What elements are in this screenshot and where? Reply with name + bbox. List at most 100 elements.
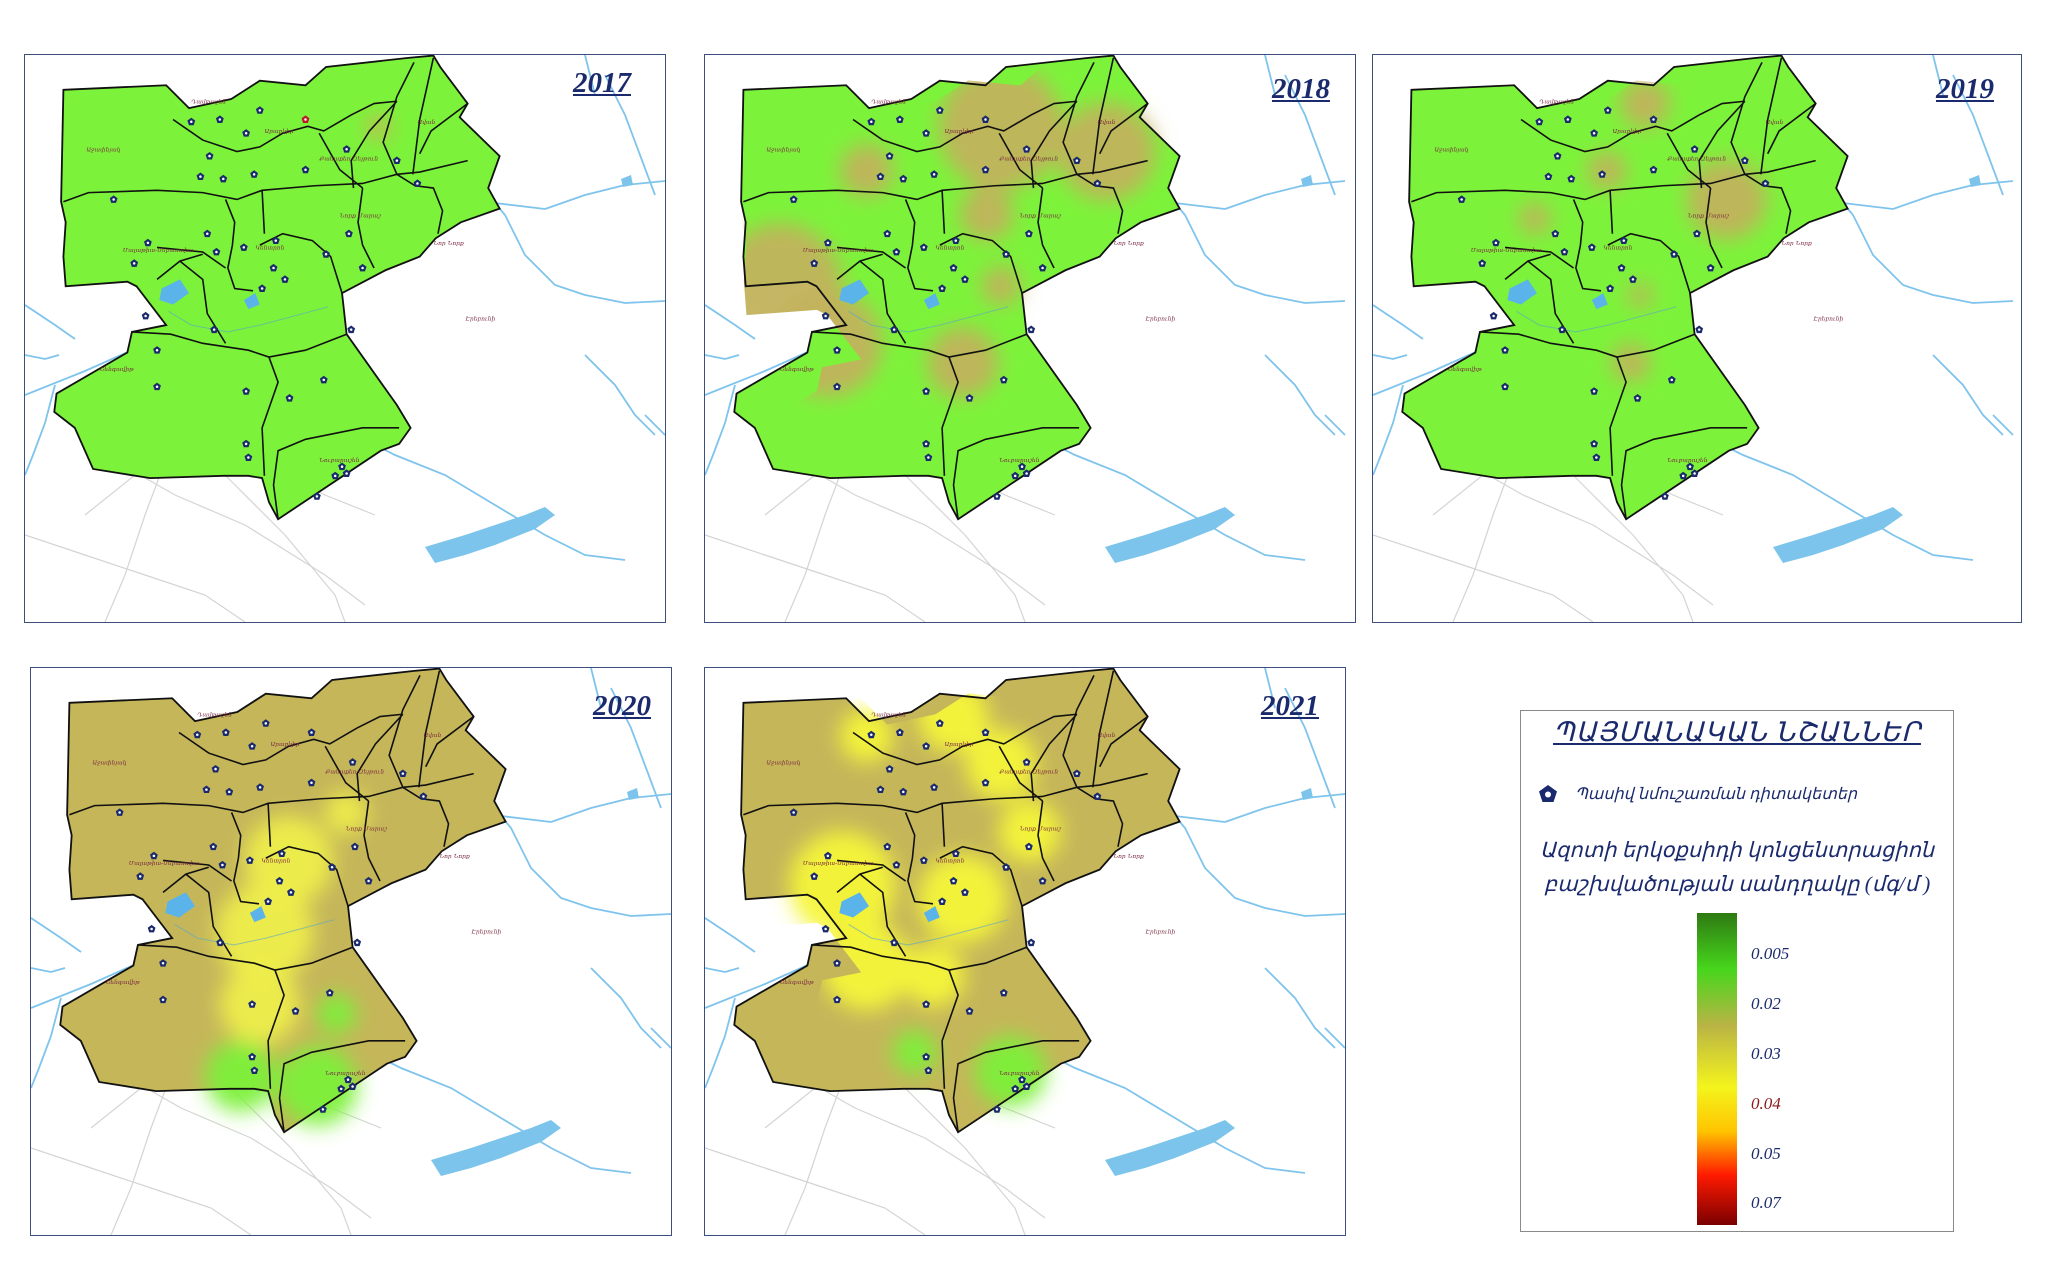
sensor-markers: [115, 719, 428, 1113]
scale-tick: 0.005: [1751, 944, 1790, 963]
district-border: [1092, 57, 1115, 175]
sensor-marker-icon: [922, 1000, 930, 1008]
district-border: [1616, 333, 1695, 358]
sensor-marker-icon: [1761, 179, 1770, 187]
river-line: [1174, 202, 1346, 304]
concentration-zone: [1518, 202, 1551, 235]
sensor-markers: [789, 719, 1102, 1113]
city-area: Աջափնյակ Դավթաշեն Արաբկիր Քանաքեռ-Զեյթուն Ավ…: [733, 55, 1181, 521]
road-line: [1572, 474, 1694, 622]
city-area: Աջափնյակ Դավթաշեն Արաբկիր Քանաքեռ-Զեյթուն Ավ…: [59, 668, 507, 1134]
district-label: Շենգավիթ: [780, 366, 814, 373]
district-border: [156, 246, 227, 269]
lake: [159, 279, 190, 305]
lake: [923, 293, 940, 310]
sensor-marker-icon: [307, 728, 316, 736]
sensor-markers: [789, 106, 1102, 500]
sensor-marker-icon: [1025, 229, 1033, 238]
reservoir: [1301, 175, 1313, 187]
sensor-marker-icon: [961, 888, 969, 896]
concentration-zone: [215, 883, 314, 982]
lake: [923, 906, 940, 923]
sensor-marker-icon: [242, 129, 250, 137]
sensor-marker-icon: [965, 1007, 974, 1015]
district-border: [261, 190, 266, 234]
district-border: [356, 713, 404, 802]
sensor-marker-icon: [216, 938, 225, 947]
lake: [839, 892, 870, 918]
road-line: [230, 1087, 352, 1235]
sensor-marker-icon: [1022, 145, 1031, 153]
lake: [1591, 293, 1608, 310]
sensor-marker-icon: [1011, 1084, 1020, 1093]
sensor-marker-icon: [325, 988, 334, 997]
district-label: Դավթաշեն: [871, 99, 906, 106]
river-line: [1034, 434, 1306, 561]
sensor-marker-icon: [922, 1052, 930, 1061]
district-label: Շենգավիթ: [100, 366, 134, 373]
map-panel-2018: Աջափնյակ Դավթաշեն Արաբկիր Քանաքեռ-Զեյթուն Ավ…: [704, 54, 1356, 623]
river-line: [705, 967, 740, 973]
sensor-marker-icon: [1093, 179, 1102, 187]
district-border: [1705, 187, 1723, 269]
map-2017: Աջափնյակ Դավթաշեն Արաբկիր Քանաքեռ-Զեյթուն Ավ…: [25, 55, 665, 622]
sensor-marker-icon: [935, 719, 944, 727]
map-panel-2020: Աջափնյակ Դավթաշեն Արաբկիր Քանաքեռ-Զեյթուն Ավ…: [30, 667, 672, 1236]
district-label: Ավան: [423, 732, 441, 739]
year-label: 2017: [573, 67, 631, 99]
district-border: [852, 713, 1077, 766]
sensor-marker-icon: [219, 174, 228, 183]
sensor-marker-icon: [351, 842, 359, 851]
concentration-zone: [902, 944, 966, 1007]
district-border: [1076, 786, 1124, 847]
district-border: [69, 772, 474, 816]
sensor-marker-icon: [319, 375, 328, 384]
sensor-marker-icon: [892, 860, 901, 869]
district-border: [1062, 675, 1095, 788]
map-2018: Աջափնյակ Դավթաշեն Արաբկիր Քանաքեռ-Զեյթուն Ավ…: [705, 55, 1346, 622]
river-line: [1264, 967, 1336, 1049]
river-line: [584, 55, 596, 96]
sensor-marker-icon: [1617, 263, 1626, 272]
city-river: [174, 919, 335, 946]
river-line: [1264, 668, 1276, 709]
sensor-marker-icon: [256, 783, 264, 791]
sensor-marker-icon: [1093, 792, 1102, 800]
map-panel-2021: Աջափնյակ Դավթաշեն Արաբկիր Քանաքեռ-Զեյթուն Ավ…: [704, 667, 1346, 1236]
sensor-marker-icon: [981, 165, 990, 174]
concentration-zone: [244, 815, 334, 905]
river-line: [590, 967, 662, 1049]
sensor-marker-icon: [1018, 1075, 1026, 1084]
river-line: [1284, 74, 1336, 196]
scale-tick: 0.05: [1751, 1144, 1781, 1163]
road-line: [224, 474, 346, 622]
sensor-marker-icon: [924, 1066, 933, 1074]
city-fill: [54, 55, 500, 520]
sensor-marker-icon: [159, 959, 167, 967]
river-line: [644, 414, 665, 436]
district-label: Նորք Մարաշ: [1020, 213, 1061, 220]
river-line: [705, 997, 736, 1089]
concentration-zone: [1611, 342, 1651, 383]
concentration-zone: [324, 791, 368, 834]
sensor-marker-icon: [999, 375, 1008, 384]
sensor-marker-icon: [322, 250, 330, 258]
sensor-marker-icon: [1501, 382, 1509, 391]
district-label: Ավան: [1765, 119, 1783, 126]
river-line: [1373, 354, 1408, 360]
sensor-marker-icon: [248, 1052, 256, 1061]
sensor-marker-icon: [919, 856, 928, 864]
river-line: [610, 687, 662, 809]
sensor-marker-icon: [342, 469, 351, 477]
concentration-zone: [317, 994, 357, 1034]
sensor-marker-icon: [218, 860, 227, 869]
sensor-marker-icon: [1011, 471, 1020, 480]
concentration-zones: [366, 115, 392, 140]
concentration-zone: [981, 266, 1021, 306]
river-line: [1174, 815, 1345, 917]
city-outline: [53, 55, 501, 521]
sensor-marker-icon: [348, 1082, 357, 1090]
sensor-marker-icon: [999, 988, 1008, 997]
city-outline: [733, 55, 1181, 521]
district-label: Նուբարաշեն: [999, 1070, 1040, 1077]
